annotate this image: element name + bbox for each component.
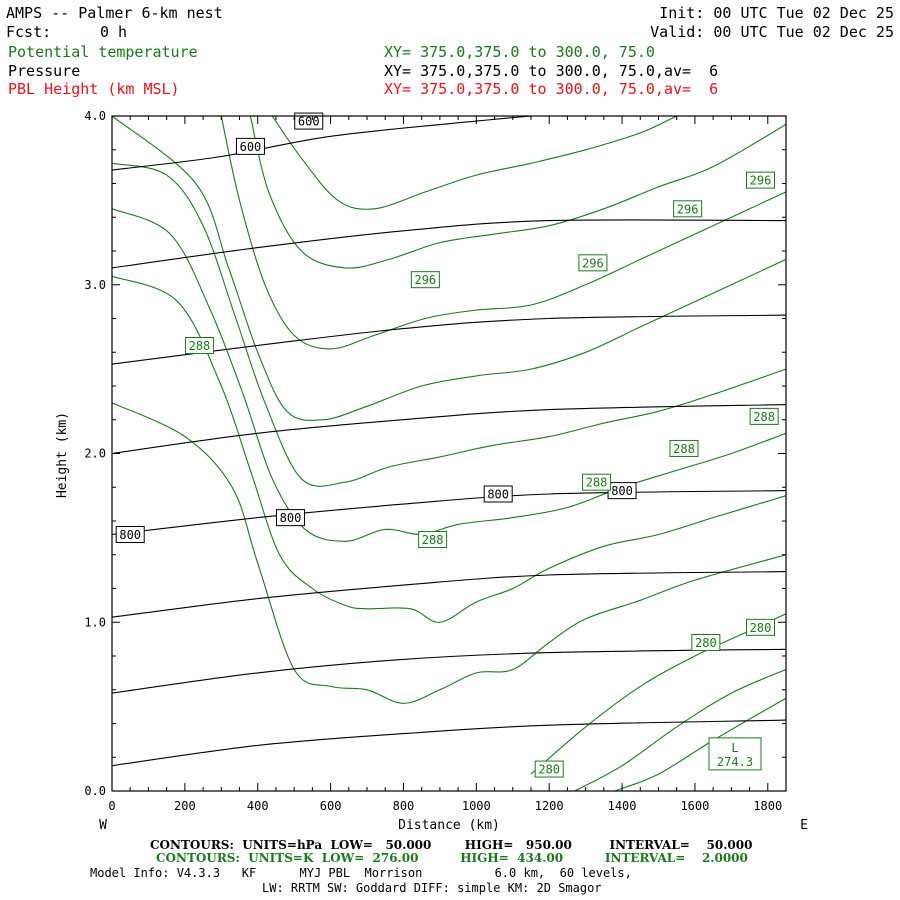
theta-contour-276 xyxy=(614,697,786,791)
svg-text:296: 296 xyxy=(750,174,772,188)
pressure-label-600: 600 xyxy=(294,112,324,130)
contour-labels: 600 600 800 800 800 800 296 296 296 296 288 288 288 2… xyxy=(115,112,779,778)
field-pbl-xy: XY= 375.0,375.0 to 300.0, 75.0,av= 6 xyxy=(384,80,719,98)
west-label: W xyxy=(99,818,107,833)
theta-label-296: 296 xyxy=(578,254,608,272)
y-axis-label: Height (km) xyxy=(55,412,70,498)
theta-label-288: 288 xyxy=(184,337,214,354)
x-tick-label: 600 xyxy=(320,799,342,813)
svg-text:800: 800 xyxy=(611,484,633,498)
pressure-contour-800 xyxy=(112,490,786,536)
svg-text:800: 800 xyxy=(487,488,509,502)
pressure-contour-650 xyxy=(112,219,786,269)
theta-label-280: 280 xyxy=(691,634,721,651)
theta-contour-292 xyxy=(220,116,786,350)
theta-contour-286 xyxy=(112,208,786,542)
footer-model-info: Model Info: V4.3.3 KF MYJ PBL Morrison 6… xyxy=(90,866,632,880)
y-tick-label: 3.0 xyxy=(84,278,106,292)
svg-text:296: 296 xyxy=(677,202,699,216)
svg-text:288: 288 xyxy=(189,339,211,353)
x-tick-label: 1600 xyxy=(680,799,709,813)
east-label: E xyxy=(800,818,808,833)
svg-text:600: 600 xyxy=(240,140,262,154)
x-tick-label: 400 xyxy=(247,799,269,813)
x-axis-label: Distance (km) xyxy=(398,818,500,833)
pressure-contour-700 xyxy=(112,314,786,365)
x-tick-label: 0 xyxy=(108,799,115,813)
theta-contour-284 xyxy=(112,275,786,623)
svg-text:288: 288 xyxy=(586,476,608,490)
field-theta-xy: XY= 375.0,375.0 to 300.0, 75.0 xyxy=(384,43,655,61)
pressure-label-800: 800 xyxy=(483,485,513,503)
footer-theta-contours: CONTOURS: UNITS=K LOW= 276.00 HIGH= 434.… xyxy=(156,851,748,865)
svg-text:800: 800 xyxy=(280,511,302,525)
theta-contour-294 xyxy=(249,116,786,269)
x-tick-label: 1800 xyxy=(753,799,782,813)
x-tick-label: 1000 xyxy=(462,799,491,813)
theta-label-288: 288 xyxy=(418,531,448,549)
field-pressure-xy: XY= 375.0,375.0 to 300.0, 75.0,av= 6 xyxy=(384,62,719,80)
svg-text:800: 800 xyxy=(119,528,141,542)
pressure-label-800: 800 xyxy=(607,482,637,500)
valid-time: Valid: 00 UTC Tue 02 Dec 25 xyxy=(650,23,894,41)
y-tick-label: 4.0 xyxy=(84,109,106,123)
theta-contour-288 xyxy=(112,162,786,487)
theta-contour-278 xyxy=(574,668,786,791)
svg-text:288: 288 xyxy=(673,442,695,456)
axes: 0 200 400 600 800 1000 1200 1400 1600 1800 0.0 1.0 2… xyxy=(84,109,786,813)
svg-text:296: 296 xyxy=(414,273,436,287)
forecast-label: Fcst: xyxy=(6,23,52,41)
x-tick-label: 800 xyxy=(393,799,415,813)
theta-contours xyxy=(112,116,786,791)
svg-text:600: 600 xyxy=(298,115,320,129)
pressure-label-800: 800 xyxy=(115,526,145,543)
pressure-contour-950 xyxy=(112,719,786,767)
field-pressure-name: Pressure xyxy=(8,62,81,80)
x-tick-label: 200 xyxy=(174,799,196,813)
theta-label-288: 288 xyxy=(582,473,612,491)
forecast-value: 0 h xyxy=(100,23,128,41)
pressure-label-800: 800 xyxy=(276,509,306,527)
theta-label-280: 280 xyxy=(745,618,775,636)
footer-pressure-contours: CONTOURS: UNITS=hPa LOW= 50.000 HIGH= 95… xyxy=(150,838,753,852)
pressure-contour-750 xyxy=(112,404,786,455)
theta-label-296: 296 xyxy=(673,200,703,218)
model-title: AMPS -- Palmer 6-km nest xyxy=(6,4,223,22)
theta-label-280: 280 xyxy=(534,760,564,778)
x-tick-label: 1200 xyxy=(535,799,564,813)
svg-text:280: 280 xyxy=(538,763,560,777)
svg-text:288: 288 xyxy=(753,410,775,424)
theta-label-296: 296 xyxy=(410,271,440,289)
svg-text:296: 296 xyxy=(582,256,604,270)
pressure-contour-600 xyxy=(112,116,532,171)
y-tick-label: 1.0 xyxy=(84,615,106,629)
theta-contour-290 xyxy=(112,116,786,421)
pressure-label-600: 600 xyxy=(235,137,265,155)
svg-text:288: 288 xyxy=(422,533,444,547)
field-pbl-name: PBL Height (km MSL) xyxy=(8,80,180,98)
field-theta-name: Potential temperature xyxy=(8,43,198,61)
footer-physics-info: LW: RRTM SW: Goddard DIFF: simple KM: 2D… xyxy=(262,881,602,895)
svg-text:L: L xyxy=(731,741,738,755)
init-time: Init: 00 UTC Tue 02 Dec 25 xyxy=(659,4,894,22)
svg-text:280: 280 xyxy=(695,636,717,650)
svg-text:280: 280 xyxy=(750,621,772,635)
y-tick-label: 0.0 xyxy=(84,784,106,798)
theta-label-288: 288 xyxy=(669,439,699,457)
pressure-contour-850 xyxy=(112,571,786,618)
x-tick-label: 1400 xyxy=(608,799,637,813)
pressure-contours xyxy=(112,116,786,767)
y-tick-label: 2.0 xyxy=(84,447,106,461)
theta-label-296: 296 xyxy=(745,171,775,189)
svg-text:274.3: 274.3 xyxy=(717,755,753,769)
theta-label-288: 288 xyxy=(749,407,779,425)
pressure-contour-900 xyxy=(112,648,786,694)
theta-contour-282 xyxy=(112,402,786,704)
theta-contour-296 xyxy=(271,116,677,210)
